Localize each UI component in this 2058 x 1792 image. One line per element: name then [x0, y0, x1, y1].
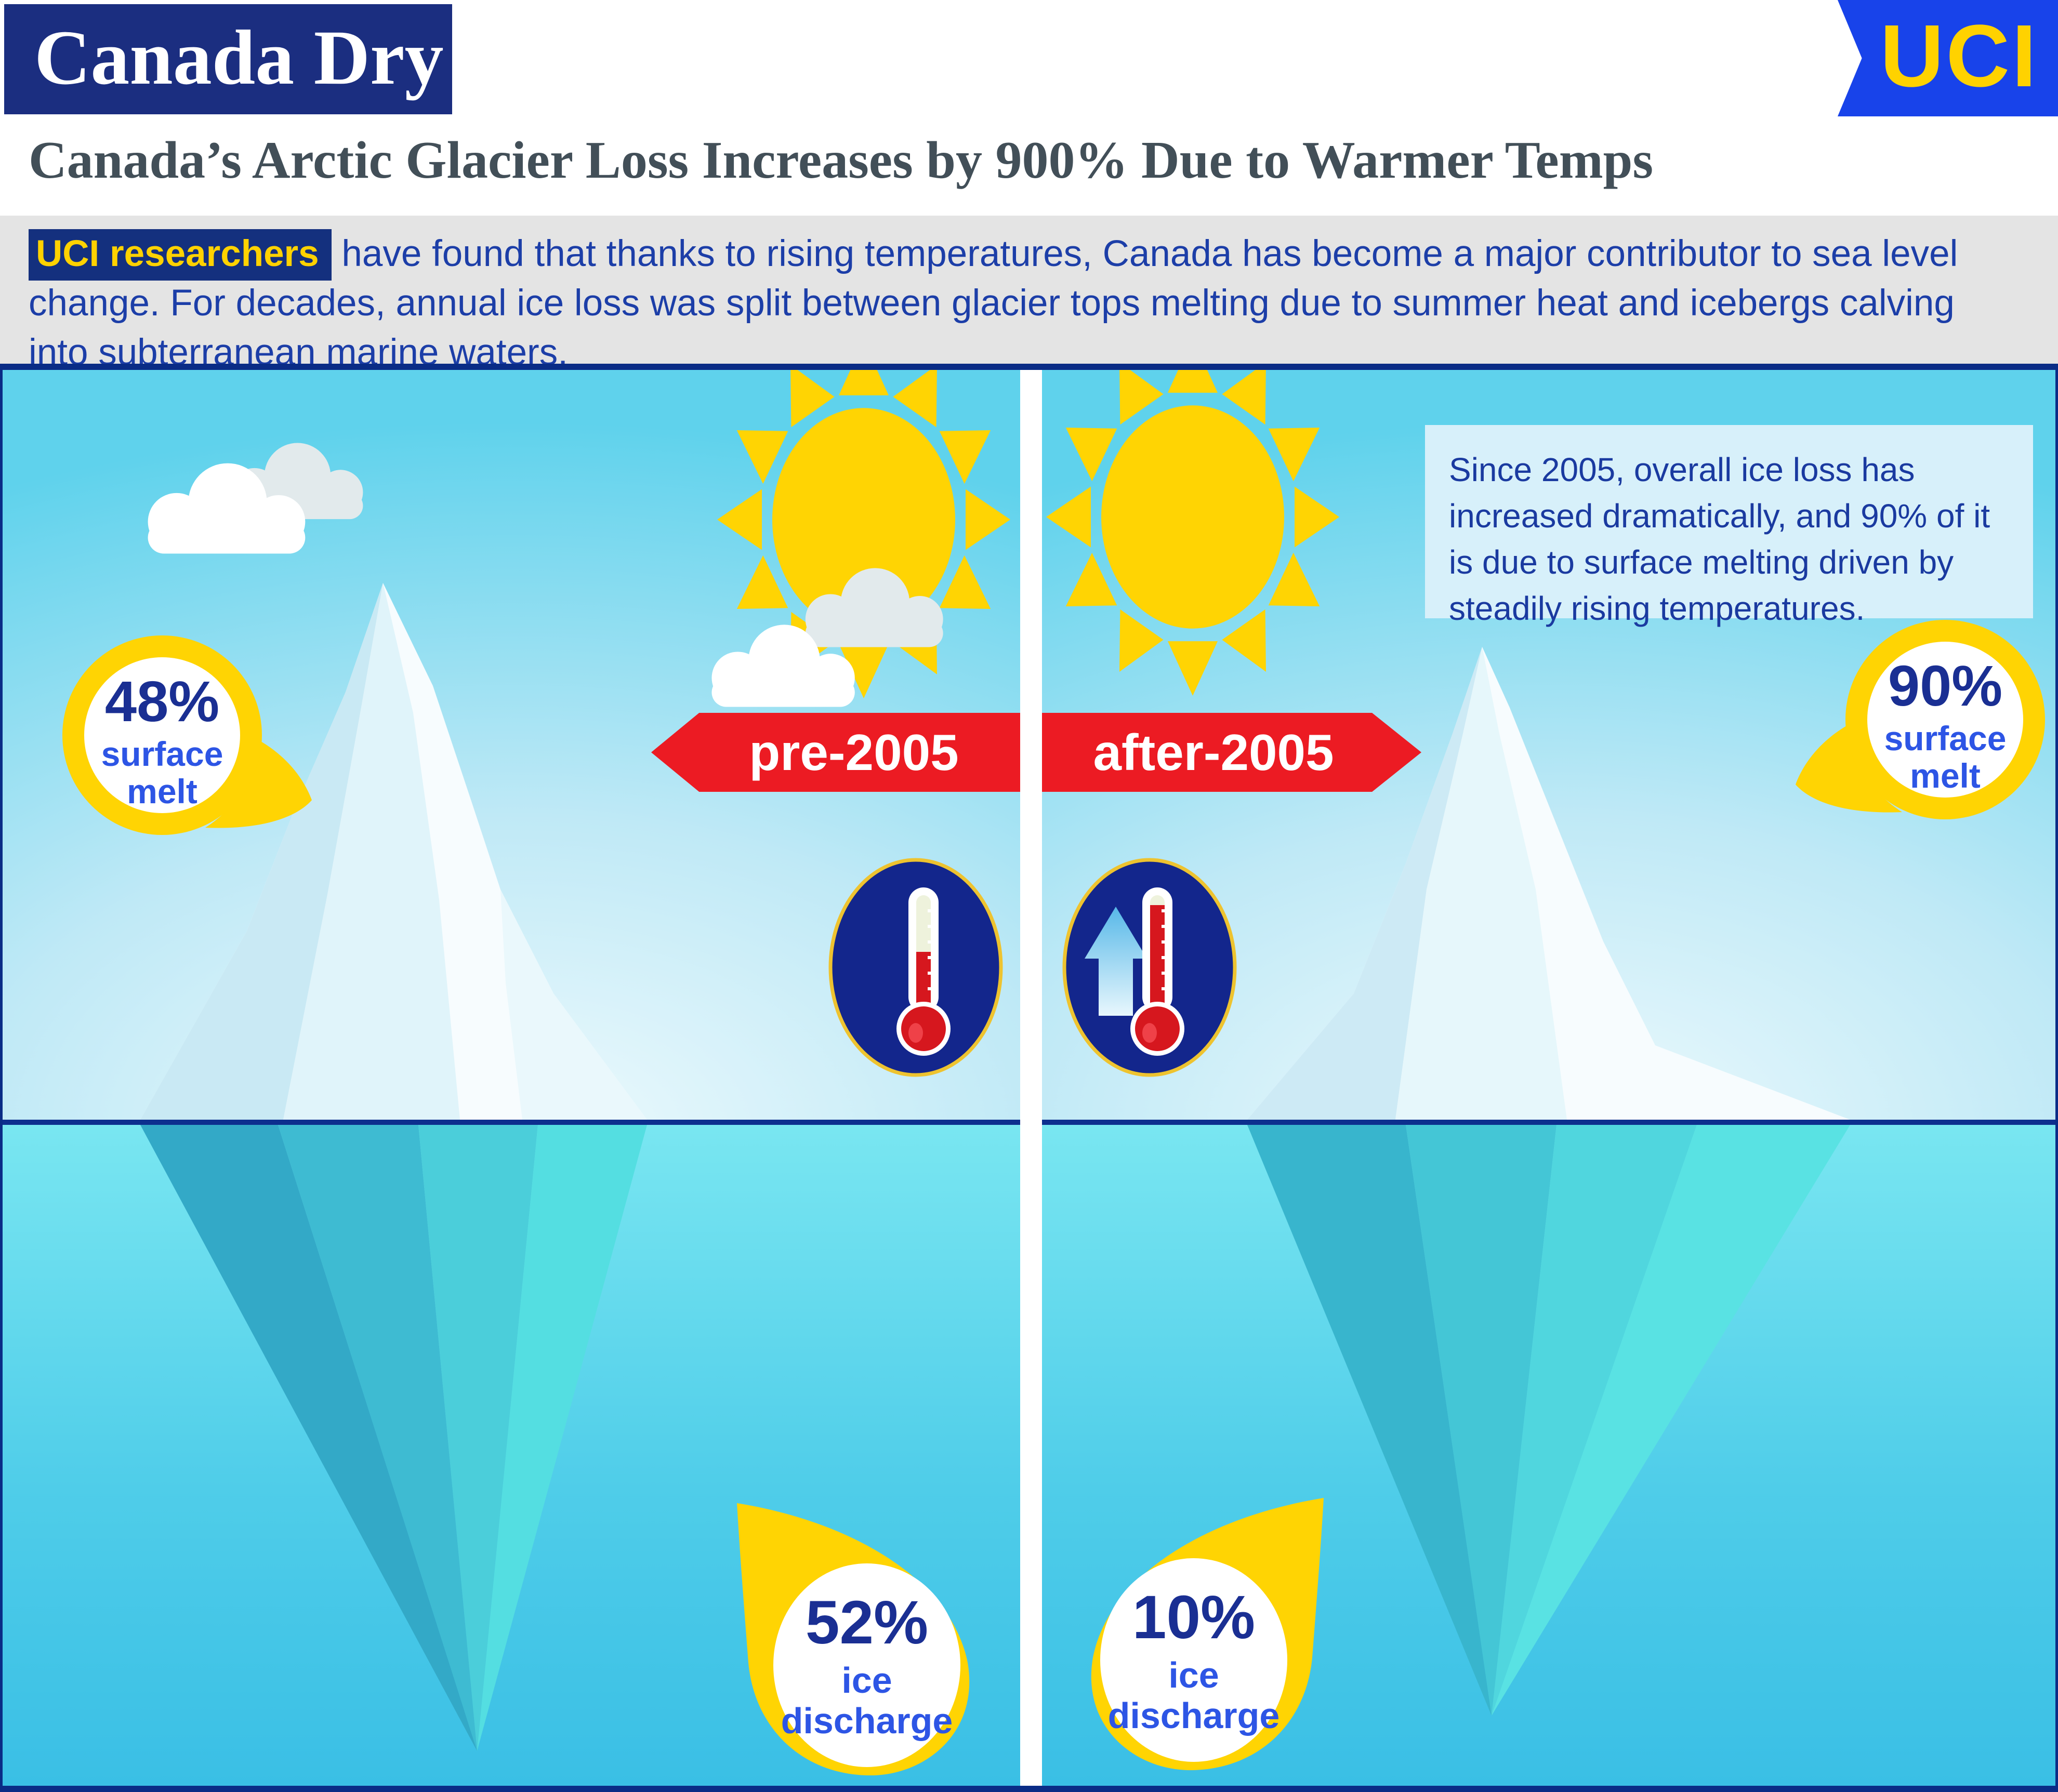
ice-discharge-label: ice	[841, 1660, 892, 1701]
panel-after-2005: Since 2005, overall ice loss has increas…	[1042, 370, 2055, 1786]
page-title: Canada Dry	[34, 15, 444, 101]
waterline-right	[1042, 1120, 2055, 1125]
panel-divider	[1020, 370, 1042, 1786]
panel-pre-2005: pre-2005 48% surface melt	[3, 370, 1020, 1786]
badge-ice-discharge-right: 10% ice discharge	[1047, 1483, 1338, 1780]
ice-discharge-label: discharge	[781, 1701, 953, 1741]
cloud-icon	[805, 568, 943, 647]
banner-pre-2005: pre-2005	[651, 713, 1020, 792]
waterline-left	[3, 1120, 1020, 1125]
ice-discharge-label: ice	[1168, 1655, 1219, 1695]
headline: Canada’s Arctic Glacier Loss Increases b…	[29, 131, 1654, 190]
main-graphic: pre-2005 48% surface melt	[0, 364, 2058, 1792]
banner-after-2005: after-2005	[1042, 713, 1421, 792]
graphic-top-border	[0, 364, 2058, 370]
intro-text: have found that thanks to rising tempera…	[29, 233, 1958, 373]
sun-icon	[717, 370, 1010, 699]
sun-icon	[1046, 370, 1339, 696]
graphic-right-border	[2055, 364, 2058, 1792]
thermometer-icon	[1062, 858, 1237, 1077]
uci-logo: UCI	[1838, 0, 2058, 116]
graphic-left-border	[0, 364, 3, 1792]
badge-ice-discharge-left: 52% ice discharge	[722, 1489, 1013, 1785]
surface-melt-label: melt	[127, 772, 197, 811]
intro-paragraph: UCI researchers have found that thanks t…	[0, 216, 2058, 373]
surface-melt-value: 90%	[1888, 654, 2003, 718]
badge-pin-shape	[1796, 620, 2045, 819]
ice-discharge-value: 52%	[805, 1588, 929, 1657]
badge-surface-melt-right: 90% surface melt	[1777, 616, 2055, 865]
uci-highlight: UCI researchers	[29, 229, 332, 281]
ice-discharge-value: 10%	[1132, 1583, 1256, 1652]
iceberg-graphic-right	[1247, 647, 1850, 1716]
badge-drop-shape	[737, 1503, 970, 1775]
graphic-bottom-border	[0, 1786, 2058, 1792]
banner-after-2005-label: after-2005	[1093, 723, 1334, 781]
up-arrow-icon	[1085, 907, 1147, 1016]
ice-discharge-label: discharge	[1107, 1695, 1280, 1736]
callout-box: Since 2005, overall ice loss has increas…	[1425, 425, 2033, 627]
surface-melt-label: melt	[1910, 756, 1981, 795]
cloud-icon	[148, 463, 306, 554]
surface-melt-label: surface	[101, 735, 223, 773]
surface-melt-label: surface	[1884, 719, 2007, 758]
cloud-icon	[711, 625, 855, 707]
banner-pre-2005-label: pre-2005	[749, 723, 959, 781]
callout-text: Since 2005, overall ice loss has increas…	[1449, 451, 1990, 627]
title-box: Canada Dry	[4, 4, 452, 114]
badge-surface-melt-left: 48% surface melt	[49, 631, 330, 881]
badge-pin-shape	[62, 635, 312, 835]
badge-drop-shape	[1091, 1498, 1324, 1770]
iceberg-graphic-left	[140, 583, 647, 1751]
surface-melt-value: 48%	[104, 670, 220, 734]
thermometer-icon	[828, 858, 1003, 1077]
uci-logo-text: UCI	[1880, 7, 2039, 105]
